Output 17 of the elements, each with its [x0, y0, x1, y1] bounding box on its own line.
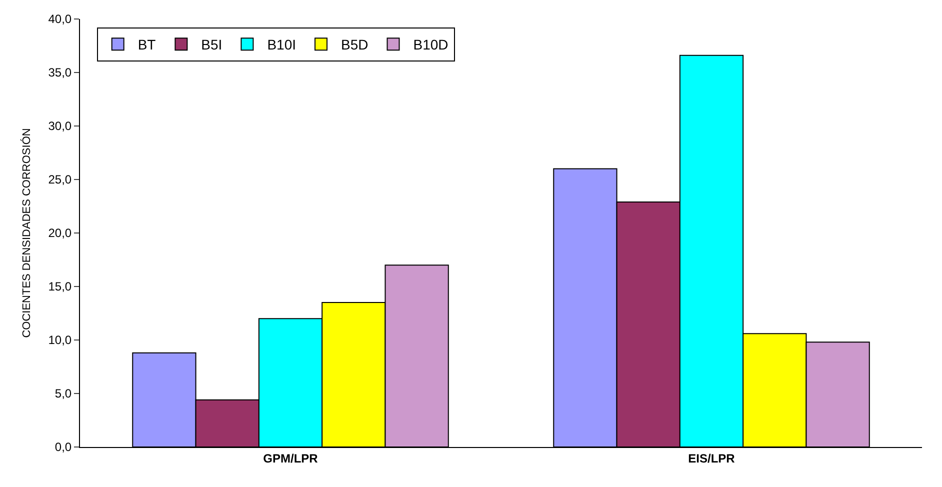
legend-label: B5I	[201, 36, 222, 53]
y-axis-title: COCIENTES DENSIDADES CORROSIÓN	[20, 128, 33, 338]
legend-label: B5D	[341, 36, 368, 53]
y-tick-label: 40,0	[48, 12, 72, 26]
y-tick-label: 25,0	[48, 172, 72, 187]
x-tick-label: GPM/LPR	[263, 451, 318, 466]
legend-label: B10I	[267, 36, 296, 53]
y-tick-label: 30,0	[48, 119, 72, 134]
y-tick-label: 10,0	[48, 333, 72, 348]
y-tick-label: 5,0	[54, 386, 72, 401]
y-tick-label: 15,0	[48, 280, 72, 294]
y-tick-label: 0,0	[54, 440, 72, 454]
y-tick-label: 35,0	[48, 66, 72, 80]
legend-label: B10D	[413, 36, 448, 53]
legend-label: BT	[138, 36, 156, 53]
x-tick-label: EIS/LPR	[688, 451, 736, 466]
y-tick-label: 20,0	[48, 226, 72, 240]
